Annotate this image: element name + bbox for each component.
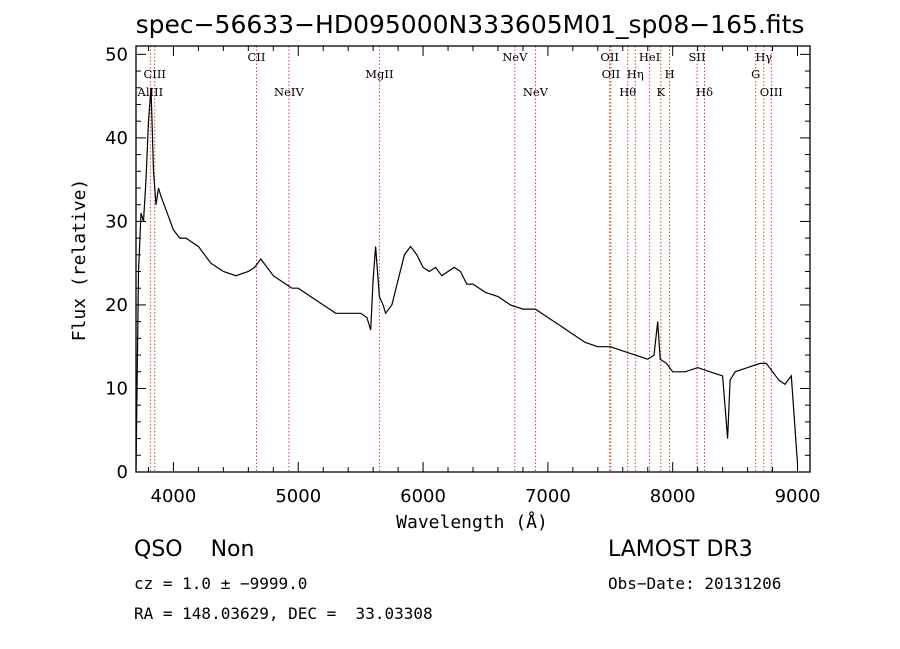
emission-line-label: G xyxy=(751,67,760,81)
redshift-line: cz = 1.0 ± −9999.0 xyxy=(134,574,308,593)
y-axis-label: Flux (relative) xyxy=(69,179,90,342)
spectrum-line xyxy=(135,87,799,473)
emission-line-label: CII xyxy=(248,50,266,64)
emission-lines xyxy=(149,46,772,472)
emission-line-label: Hδ xyxy=(696,85,713,99)
obs-date: Obs−Date: 20131206 xyxy=(608,574,782,593)
emission-line-label: K xyxy=(657,85,666,99)
survey-label: LAMOST DR3 xyxy=(608,537,753,562)
emission-line-label: OII xyxy=(602,67,621,81)
emission-line-label: AlIII xyxy=(137,85,164,99)
emission-line-label: Hη xyxy=(627,67,644,81)
plot-frame xyxy=(135,45,811,473)
y-tick-label: 40 xyxy=(105,128,128,149)
object-class: QSO Non xyxy=(134,537,255,562)
y-tick-label: 50 xyxy=(105,44,128,65)
x-tick-label: 4000 xyxy=(151,486,197,507)
emission-line-label: CIII xyxy=(144,67,166,81)
emission-line-label: MgII xyxy=(365,67,393,81)
x-axis-ticks: 4000 5000 6000 7000 8000 9000 xyxy=(147,46,821,507)
emission-line-label: Hθ xyxy=(619,85,636,99)
y-tick-label: 0 xyxy=(117,462,128,483)
y-tick-label: 30 xyxy=(105,211,128,232)
emission-line-label: OIII xyxy=(760,85,783,99)
y-tick-label: 10 xyxy=(105,378,128,399)
emission-line-label: NeV xyxy=(502,50,528,64)
emission-line-label: NeIV xyxy=(274,85,304,99)
emission-line-label: SII xyxy=(689,50,706,64)
emission-line-label: Hγ xyxy=(755,50,772,64)
x-tick-label: 9000 xyxy=(775,486,821,507)
emission-line-label: NeV xyxy=(523,85,549,99)
emission-line-label: OII xyxy=(600,50,619,64)
x-tick-label: 6000 xyxy=(400,486,446,507)
emission-line-labels: AlIII CIII CII NeIV MgII NeV NeV OII OII Hθ Hη HeI K… xyxy=(137,50,783,99)
x-tick-label: 8000 xyxy=(650,486,696,507)
coordinates: RA = 148.03629, DEC = 33.03308 xyxy=(134,604,433,623)
x-tick-label: 5000 xyxy=(275,486,321,507)
chart-title: spec−56633−HD095000N333605M01_sp08−165.f… xyxy=(136,10,805,39)
y-tick-label: 20 xyxy=(105,295,128,316)
y-axis-ticks: 0 10 20 30 40 50 xyxy=(105,44,810,483)
emission-line-label: HeI xyxy=(639,50,660,64)
x-tick-label: 7000 xyxy=(525,486,571,507)
x-axis-label: Wavelength (Å) xyxy=(396,511,548,533)
emission-line-label: H xyxy=(665,67,675,81)
